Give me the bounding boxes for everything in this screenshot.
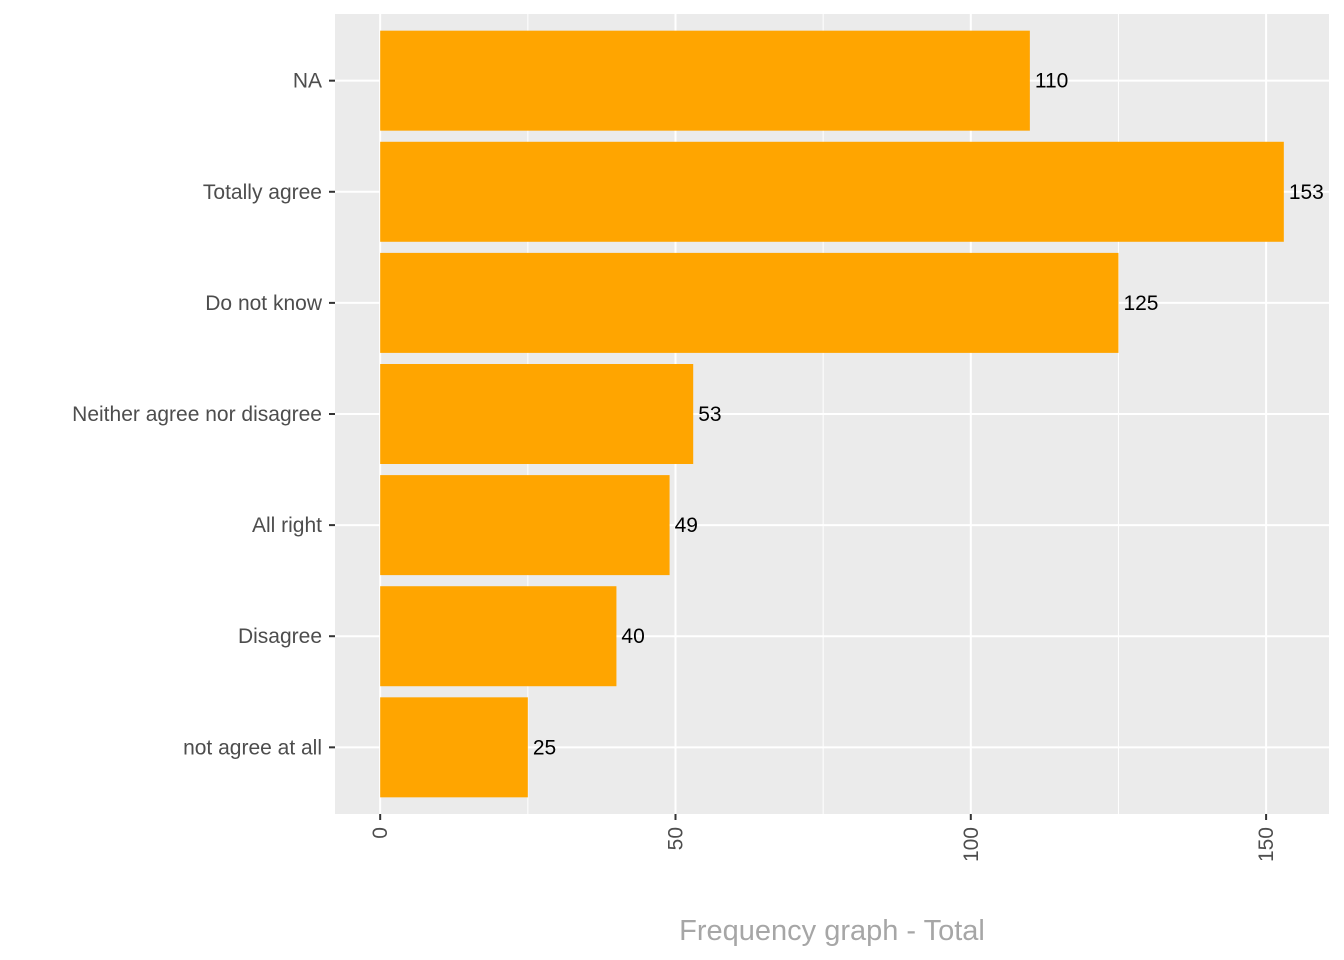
data-labels: 110 153 125 53 49 40 25 <box>533 70 1324 760</box>
x-axis-title: Frequency graph - Total <box>679 915 985 947</box>
bar <box>380 697 528 798</box>
category-label: Totally agree <box>203 181 322 204</box>
data-label: 125 <box>1123 292 1158 315</box>
category-label: Disagree <box>238 625 322 648</box>
category-label: All right <box>252 514 322 537</box>
x-tick-label: 0 <box>369 827 392 839</box>
bar <box>380 364 694 464</box>
x-axis: 0 50 100 150 <box>369 814 1278 862</box>
data-label: 49 <box>675 514 698 537</box>
x-tick-label: 50 <box>664 827 687 850</box>
bar <box>380 30 1030 131</box>
bar <box>380 141 1284 242</box>
data-label: 40 <box>621 625 644 648</box>
category-label: not agree at all <box>183 736 322 759</box>
data-label: 25 <box>533 736 556 759</box>
bars <box>380 30 1284 798</box>
bar <box>380 252 1119 353</box>
bar <box>380 475 670 576</box>
data-label: 153 <box>1289 181 1324 204</box>
data-label: 110 <box>1035 70 1068 93</box>
bar <box>380 586 617 687</box>
x-tick-label: 100 <box>960 827 983 862</box>
category-label: Do not know <box>205 292 323 315</box>
data-label: 53 <box>698 403 721 426</box>
category-label: Neither agree nor disagree <box>72 403 322 426</box>
category-label: NA <box>293 70 322 93</box>
y-axis: NA Totally agree Do not know Neither agree … <box>72 70 335 759</box>
x-tick-label: 150 <box>1255 827 1278 862</box>
